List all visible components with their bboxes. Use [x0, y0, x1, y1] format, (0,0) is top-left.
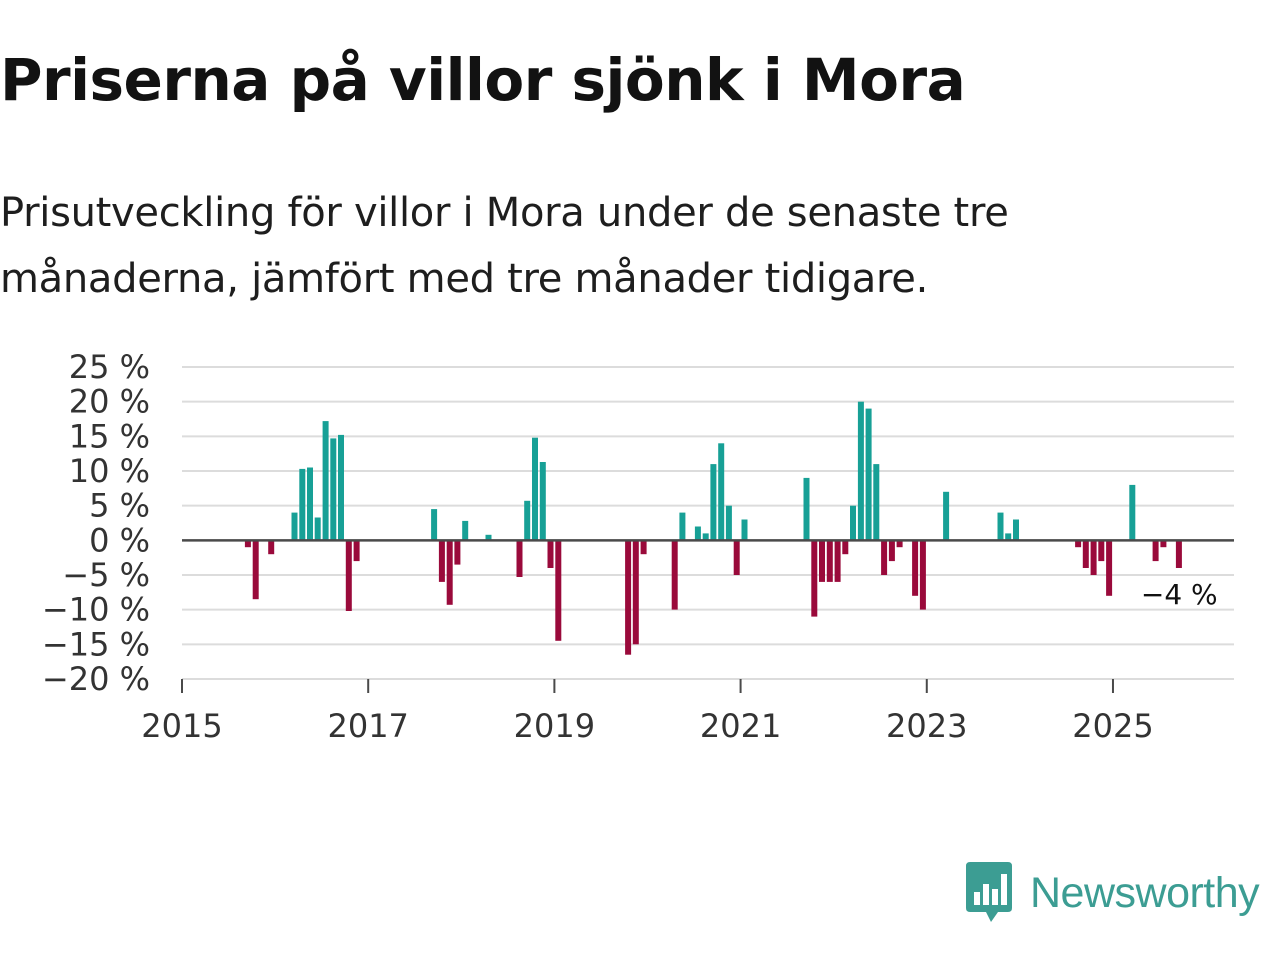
bar: [1013, 519, 1019, 541]
bar: [322, 421, 329, 541]
bar: [694, 526, 701, 541]
bar: [555, 540, 562, 641]
y-tick-label: −20 %: [42, 660, 150, 698]
bar: [314, 517, 321, 541]
y-tick-label: 25 %: [69, 348, 150, 386]
bar: [539, 462, 546, 541]
bar: [338, 434, 344, 541]
bar: [268, 540, 275, 555]
bar: [353, 540, 360, 562]
y-tick-label: 5 %: [89, 487, 150, 525]
bar: [1098, 540, 1105, 562]
bar: [803, 477, 810, 541]
bar: [834, 540, 841, 582]
bar: [1075, 540, 1082, 548]
bars: [244, 401, 1182, 655]
chart-subtitle: Prisutveckling för villor i Mora under d…: [0, 190, 1009, 302]
y-tick-label: −10 %: [42, 591, 150, 629]
bar: [896, 540, 903, 548]
bar: [1175, 540, 1182, 568]
bar: [997, 512, 1004, 541]
newsworthy-logo-icon: [966, 862, 1012, 922]
bar: [718, 443, 725, 541]
bar: [524, 500, 531, 541]
y-tick-label: −15 %: [42, 625, 150, 663]
bar: [291, 512, 298, 541]
bar: [850, 505, 856, 541]
bar: [252, 540, 259, 600]
y-tick-label: 10 %: [69, 452, 150, 490]
bar: [345, 540, 352, 611]
bar: [919, 540, 926, 610]
bar: [532, 437, 538, 541]
chart-title: Priserna på villor sjönk i Mora: [0, 46, 966, 114]
bar: [826, 540, 833, 582]
y-tick-label: 15 %: [69, 417, 150, 455]
end-value-label: −4 %: [1137, 575, 1221, 615]
newsworthy-logo: Newsworthy: [964, 862, 1260, 924]
bar: [446, 540, 453, 605]
bar: [710, 464, 717, 541]
bar: [679, 512, 686, 541]
bar: [888, 540, 895, 562]
bar: [547, 540, 554, 568]
bar: [640, 540, 647, 555]
bar: [1005, 533, 1012, 541]
bar: [625, 540, 632, 655]
bar: [873, 464, 880, 541]
bar: [307, 467, 313, 541]
end-value-label: −4 %: [1141, 578, 1218, 611]
bar: [1129, 484, 1136, 541]
bar: [725, 505, 732, 541]
bar: [842, 540, 849, 555]
bar: [438, 540, 445, 582]
newsworthy-logo-text: Newsworthy: [1030, 868, 1260, 917]
bar: [1152, 540, 1159, 562]
bar: [819, 540, 825, 582]
x-tick-label: 2017: [327, 707, 408, 745]
bar: [516, 540, 523, 577]
x-tick-label: 2019: [514, 707, 595, 745]
bar: [1082, 540, 1089, 568]
bar: [485, 534, 492, 541]
bar: [330, 438, 337, 541]
bar: [857, 401, 864, 541]
bar: [299, 468, 306, 541]
x-axis: 2015 2017 2019 2021 2023 2025: [141, 678, 1234, 745]
bar: [1160, 540, 1167, 548]
x-tick-label: 2015: [141, 707, 222, 745]
bar: [702, 533, 709, 541]
bar: [865, 408, 872, 541]
bar: [943, 491, 950, 541]
bar: [244, 540, 251, 548]
bar: [462, 520, 469, 541]
bar: [912, 540, 919, 596]
x-tick-label: 2025: [1072, 707, 1153, 745]
x-tick-label: 2021: [700, 707, 781, 745]
y-tick-label: 20 %: [69, 383, 150, 421]
bar: [1090, 540, 1097, 575]
bar: [733, 540, 740, 575]
y-tick-label: 0 %: [89, 521, 150, 559]
y-axis-labels: 25 %20 %15 %10 %5 %0 %−5 %−10 %−15 %−20 …: [42, 348, 150, 698]
bar: [632, 540, 639, 645]
x-tick-label: 2023: [886, 707, 967, 745]
bar: [741, 519, 748, 541]
bar: [811, 540, 818, 617]
bar: [1106, 540, 1113, 596]
bar: [431, 509, 438, 541]
bar: [881, 540, 888, 575]
y-tick-label: −5 %: [62, 556, 150, 594]
bar: [671, 540, 678, 610]
bar: [454, 540, 461, 565]
